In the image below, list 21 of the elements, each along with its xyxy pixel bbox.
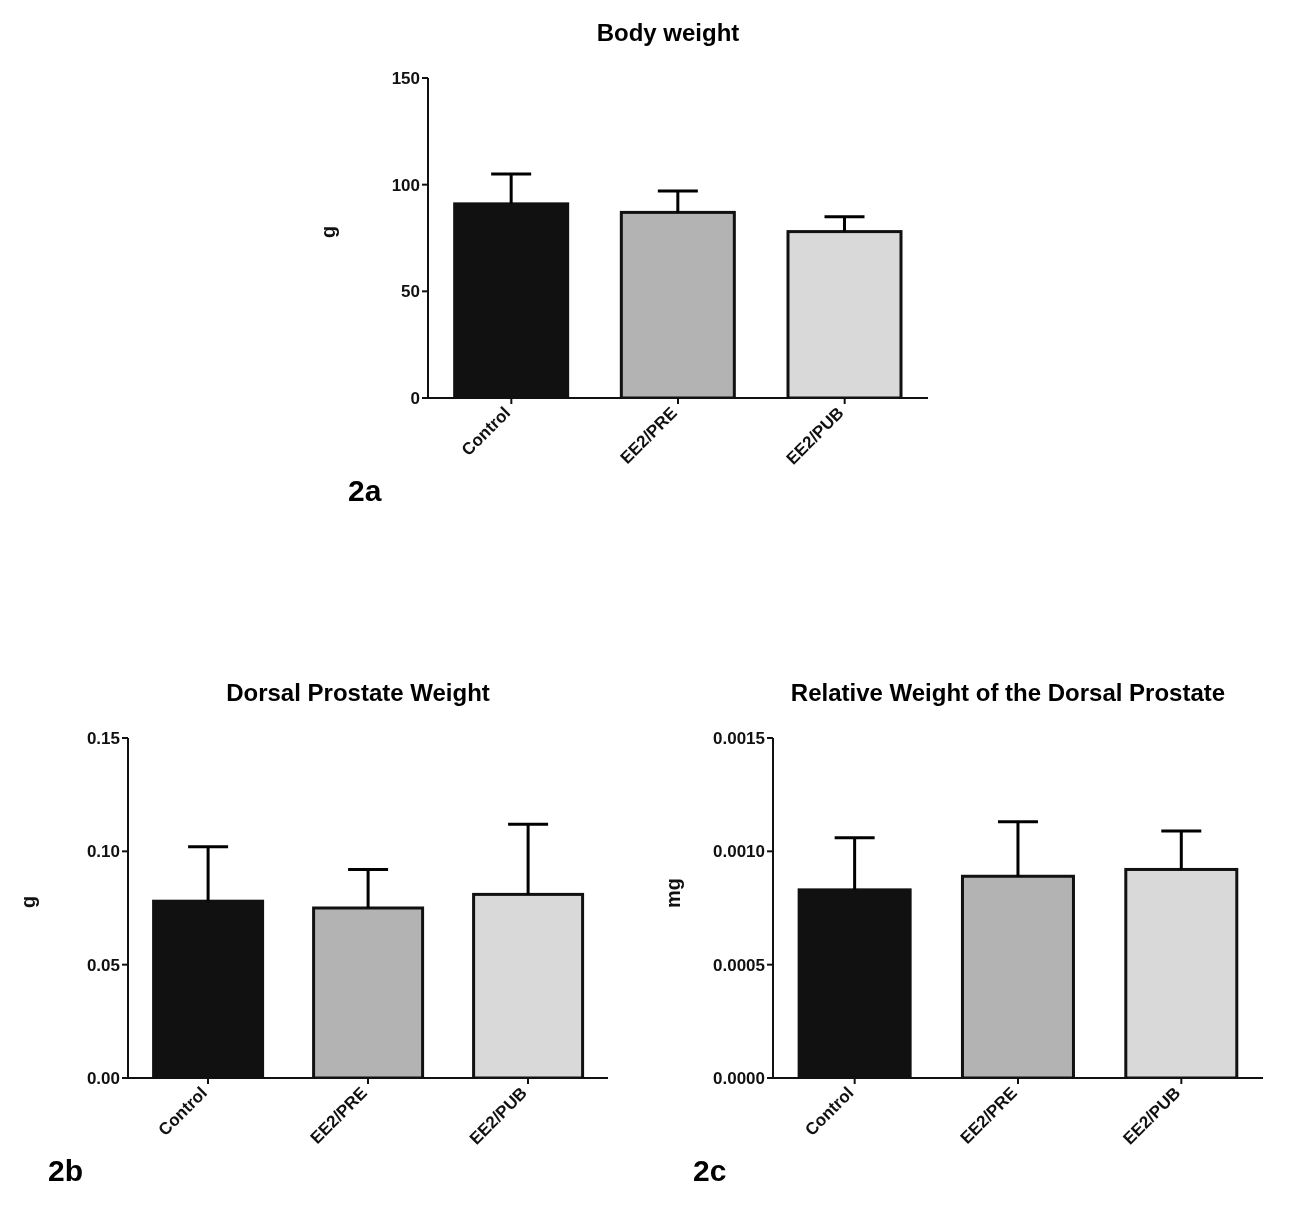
y-tick-label: 100 xyxy=(391,175,420,195)
y-tick-label: 0.0000 xyxy=(713,1069,765,1089)
y-tick-label: 150 xyxy=(391,69,420,89)
y-axis-title: g xyxy=(17,895,40,908)
text: 2b xyxy=(48,1154,84,1188)
text: 2a xyxy=(348,474,382,508)
y-tick-label: 0.0010 xyxy=(713,842,765,862)
y-axis-title: g xyxy=(317,225,340,238)
chart-title: Body weight xyxy=(595,18,741,48)
y-tick-label: 0.00 xyxy=(86,1069,120,1089)
y-tick-label: 0.0005 xyxy=(713,955,765,975)
y-tick-label: 0.05 xyxy=(86,955,120,975)
y-axis-title: mg xyxy=(662,878,685,908)
chart-title: Dorsal Prostate Weight xyxy=(225,678,491,708)
chart-title: Relative Weight of the Dorsal Prostate xyxy=(789,678,1227,708)
text: 2c xyxy=(693,1154,727,1188)
y-tick-label: 0.15 xyxy=(86,729,120,749)
y-tick-label: 0 xyxy=(410,389,420,409)
y-tick-label: 50 xyxy=(401,282,420,302)
y-tick-label: 0.10 xyxy=(86,842,120,862)
y-tick-label: 0.0015 xyxy=(713,729,765,749)
